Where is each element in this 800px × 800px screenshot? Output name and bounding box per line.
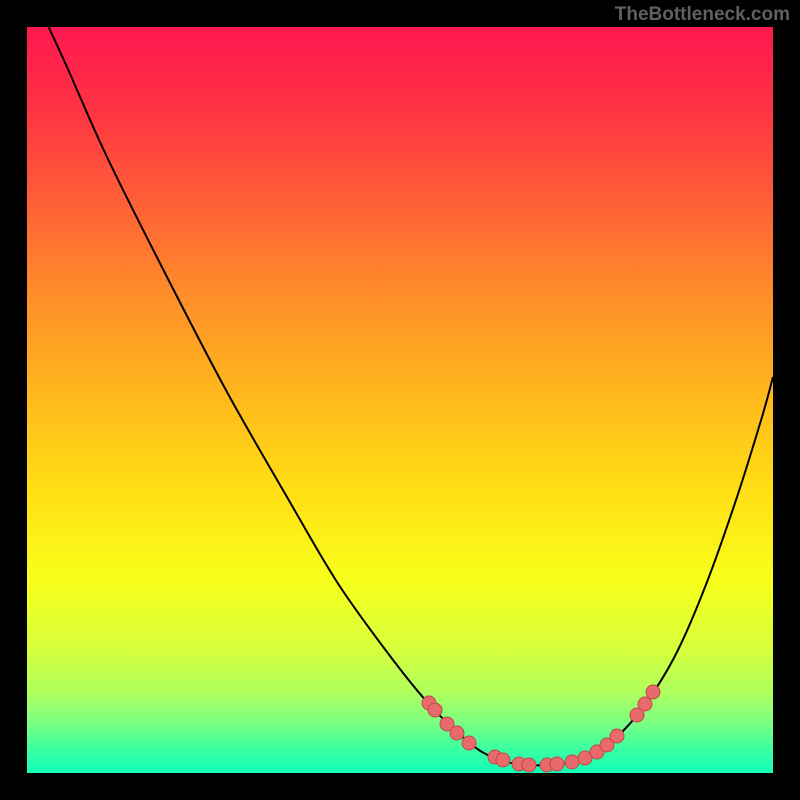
curve-marker xyxy=(522,758,536,772)
curve-layer xyxy=(27,27,773,773)
bottleneck-curve xyxy=(44,27,773,765)
curve-marker xyxy=(638,697,652,711)
curve-marker xyxy=(610,729,624,743)
watermark-text: TheBottleneck.com xyxy=(615,4,790,26)
chart-plot-area xyxy=(27,27,773,773)
curve-marker xyxy=(428,703,442,717)
curve-marker xyxy=(450,726,464,740)
curve-marker xyxy=(646,685,660,699)
curve-marker xyxy=(565,755,579,769)
curve-marker xyxy=(496,753,510,767)
curve-marker xyxy=(462,736,476,750)
curve-marker xyxy=(550,757,564,771)
